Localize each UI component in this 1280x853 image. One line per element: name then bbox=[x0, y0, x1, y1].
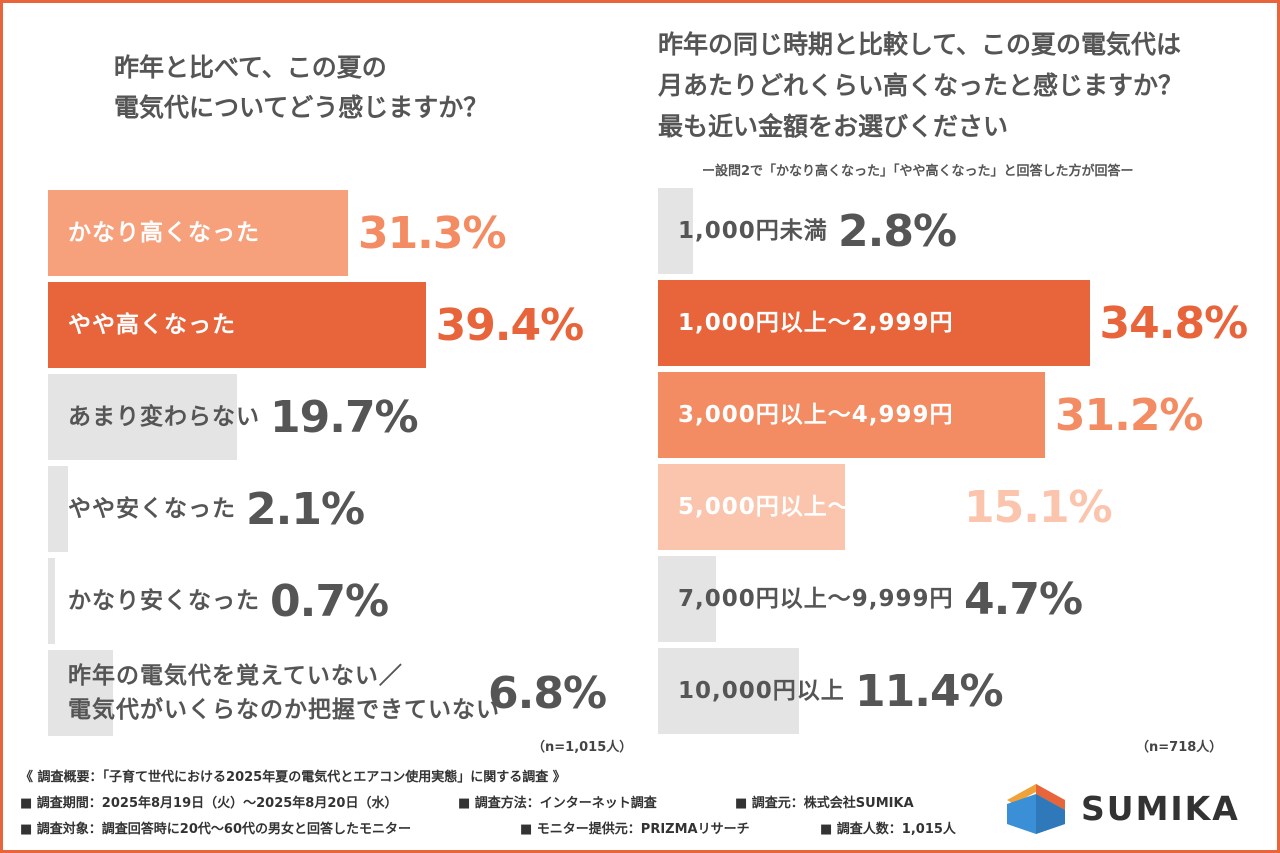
right-chart-value-label: 15.1% bbox=[964, 481, 1113, 533]
left-chart-title: 昨年と比べて、この夏の 電気代についてどう感じますか？ bbox=[114, 48, 488, 128]
left-sample-size: （n=1,015人） bbox=[532, 740, 633, 755]
right-chart-value-label: 11.4% bbox=[855, 665, 1004, 717]
right-chart-bar-label: 7,000円以上〜9,999円 bbox=[678, 586, 954, 612]
left-chart-value-label: 19.7% bbox=[270, 391, 419, 443]
right-chart-bar bbox=[658, 648, 800, 734]
survey-period: ■ 調査期間：2025年8月19日（火）〜2025年8月20日（水） bbox=[20, 796, 398, 811]
right-chart-bar bbox=[658, 280, 1090, 366]
right-chart-bar bbox=[658, 188, 693, 274]
left-chart-bar bbox=[48, 374, 237, 460]
left-chart-bar bbox=[48, 650, 114, 736]
right-chart-bar-label: 5,000円以上〜6,999円 bbox=[678, 494, 954, 520]
left-chart-bar-row: かなり安くなった 0.7% bbox=[48, 558, 638, 644]
right-chart-bar-row: 3,000円以上〜4,999円 31.2% bbox=[658, 372, 1258, 458]
right-chart-bar-label: 10,000円以上 bbox=[678, 678, 845, 704]
right-chart-value-label: 34.8% bbox=[1099, 297, 1249, 349]
left-chart-bar-label: あまり変わらない bbox=[68, 404, 260, 430]
left-chart-value-label: 31.3% bbox=[357, 207, 507, 259]
right-chart-subtitle: ー設問2で「かなり高くなった」「やや高くなった」と回答した方が回答ー bbox=[702, 164, 1134, 179]
left-chart-value-label: 0.7% bbox=[270, 575, 389, 627]
left-chart-bar bbox=[48, 190, 348, 276]
survey-overview: 《 調査概要：「子育て世代における2025年夏の電気代とエアコン使用実態」に関す… bbox=[20, 770, 566, 785]
left-title-line-1: 昨年と比べて、この夏の bbox=[114, 53, 387, 82]
right-chart-bar-row: 7,000円以上〜9,999円 4.7% bbox=[658, 556, 1258, 642]
right-chart-panel: 昨年の同じ時期と比較して、この夏の電気代は 月あたりどれくらい高くなったと感じま… bbox=[658, 24, 1258, 755]
left-chart-bar-row: かなり高くなった 31.3% bbox=[48, 190, 638, 276]
right-title-line-2: 月あたりどれくらい高くなったと感じますか？ bbox=[658, 71, 1184, 100]
left-chart-bar-label: やや高くなった bbox=[68, 312, 236, 338]
left-chart-value-label: 2.1% bbox=[246, 483, 365, 535]
right-chart-value-label: 4.7% bbox=[964, 573, 1083, 625]
sumika-logo: SUMIKA bbox=[1003, 780, 1263, 836]
left-chart-bar-label: かなり安くなった bbox=[68, 588, 260, 614]
survey-source: ■ 調査元：株式会社SUMIKA bbox=[735, 796, 914, 811]
left-chart-bar-row: やや安くなった 2.1% bbox=[48, 466, 638, 552]
right-sample-size: （n=718人） bbox=[1136, 740, 1223, 755]
right-title-line-3: 最も近い金額をお選びください bbox=[658, 112, 1009, 141]
sumika-house-icon bbox=[1007, 784, 1065, 834]
left-chart-bar bbox=[48, 466, 69, 552]
right-chart-title: 昨年の同じ時期と比較して、この夏の電気代は 月あたりどれくらい高くなったと感じま… bbox=[658, 24, 1183, 147]
left-chart-bar-row: 昨年の電気代を覚えていない／ 電気代がいくらなのか把握できていない 6.8% bbox=[48, 650, 638, 736]
left-chart-value-label: 39.4% bbox=[435, 299, 585, 351]
survey-panel-provider: ■ モニター提供元：PRIZMAリサーチ bbox=[520, 822, 750, 837]
right-chart-bar-label: 1,000円以上〜2,999円 bbox=[678, 310, 954, 336]
right-chart-bar bbox=[658, 372, 1045, 458]
right-chart-value-label: 2.8% bbox=[838, 205, 957, 257]
right-chart-bar-label: 3,000円以上〜4,999円 bbox=[678, 402, 954, 428]
right-chart-value-label: 31.2% bbox=[1054, 389, 1204, 441]
left-chart-bar-row: やや高くなった 39.4% bbox=[48, 282, 638, 368]
right-chart-bar bbox=[658, 556, 717, 642]
left-chart-bar-label: かなり高くなった bbox=[68, 220, 260, 246]
left-chart-bar bbox=[48, 282, 426, 368]
left-chart-bar-row: あまり変わらない 19.7% bbox=[48, 374, 638, 460]
right-title-line-1: 昨年の同じ時期と比較して、この夏の電気代は bbox=[658, 30, 1182, 59]
survey-target: ■ 調査対象：調査回答時に20代〜60代の男女と回答したモニター bbox=[20, 822, 411, 837]
left-title-line-2: 電気代についてどう感じますか？ bbox=[114, 93, 489, 122]
left-chart-bar-label: 昨年の電気代を覚えていない／ 電気代がいくらなのか把握できていない bbox=[68, 663, 500, 723]
right-chart-bar-row: 10,000円以上 11.4% bbox=[658, 648, 1258, 734]
survey-method: ■ 調査方法：インターネット調査 bbox=[458, 796, 657, 811]
right-chart-bar-row: 1,000円未満 2.8% bbox=[658, 188, 1258, 274]
left-chart-panel: 昨年と比べて、この夏の 電気代についてどう感じますか？ かなり高くなった 31.3… bbox=[48, 40, 638, 755]
left-chart-bar bbox=[48, 558, 55, 644]
left-chart-bar-label: やや安くなった bbox=[68, 496, 236, 522]
sumika-logo-text: SUMIKA bbox=[1081, 788, 1240, 828]
right-chart-bar bbox=[658, 464, 846, 550]
right-chart-bar-label: 1,000円未満 bbox=[678, 218, 828, 244]
right-chart-bar-row: 5,000円以上〜6,999円 15.1% bbox=[658, 464, 1258, 550]
right-chart-bar-row: 1,000円以上〜2,999円 34.8% bbox=[658, 280, 1258, 366]
left-chart-value-label: 6.8% bbox=[488, 667, 607, 719]
survey-respondents: ■ 調査人数：1,015人 bbox=[820, 822, 956, 837]
